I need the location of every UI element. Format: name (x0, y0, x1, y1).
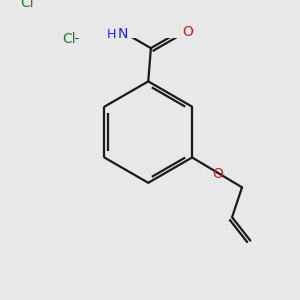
Text: Cl: Cl (62, 32, 75, 46)
Text: H: H (107, 28, 116, 40)
Text: O: O (182, 26, 193, 39)
Text: Cl: Cl (21, 0, 34, 10)
Text: O: O (212, 167, 224, 181)
Text: N: N (118, 27, 128, 41)
